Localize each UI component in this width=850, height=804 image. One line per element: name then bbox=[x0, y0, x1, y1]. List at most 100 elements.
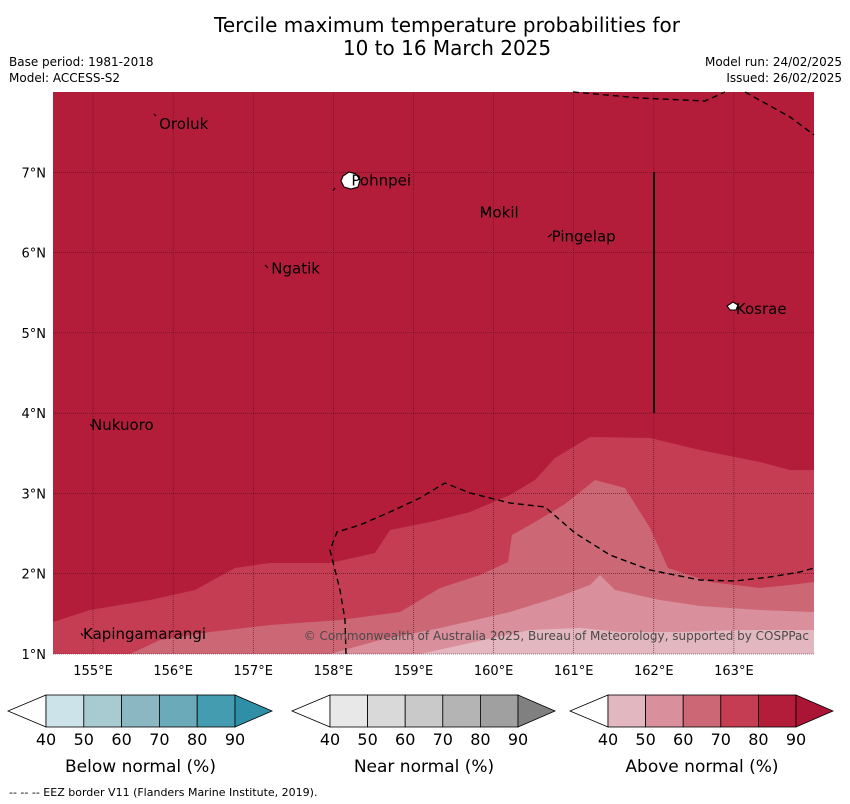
lat-tick-label: 1°N bbox=[22, 648, 47, 663]
colorbar-label: Above normal (%) bbox=[625, 757, 778, 777]
colorbar-segment bbox=[121, 694, 160, 728]
colorbar-3: 40 50 60 70 80 90 Above normal (%) bbox=[568, 694, 835, 777]
colorbar-tick-label: 90 bbox=[225, 730, 245, 749]
colorbar-segment bbox=[45, 694, 85, 728]
oroluk-islet bbox=[153, 113, 157, 117]
lon-tick-label: 163°E bbox=[714, 664, 754, 679]
colorbar-segment bbox=[758, 694, 797, 728]
colorbar-tick-label: 70 bbox=[433, 730, 453, 749]
colorbar-tick-label: 70 bbox=[711, 730, 731, 749]
latitude-ticks: 1°N 2°N 3°N 4°N 5°N 6°N 7°N bbox=[22, 166, 47, 663]
graticule bbox=[53, 92, 814, 655]
eez-borders bbox=[329, 91, 815, 655]
colorbar-tick-label: 70 bbox=[149, 730, 169, 749]
lon-tick-label: 159°E bbox=[394, 664, 434, 679]
lon-tick-label: 162°E bbox=[634, 664, 674, 679]
colorbar-extend-high bbox=[517, 694, 557, 728]
mokil-islet bbox=[482, 210, 486, 215]
lon-tick-label: 155°E bbox=[73, 664, 113, 679]
place-label-pohnpei: Pohnpei bbox=[351, 171, 411, 189]
colorbar-extend-high bbox=[234, 694, 274, 728]
title-line-1: Tercile maximum temperature probabilitie… bbox=[214, 13, 680, 37]
colorbar-tick-label: 50 bbox=[635, 730, 655, 749]
colorbar-extend-low bbox=[568, 694, 609, 728]
eez-border-south bbox=[329, 482, 815, 655]
lon-tick-label: 160°E bbox=[474, 664, 514, 679]
colorbar-segment bbox=[682, 694, 722, 728]
colorbar-tick-label: 80 bbox=[748, 730, 768, 749]
model-name: Model: ACCESS-S2 bbox=[9, 71, 121, 85]
islands bbox=[80, 113, 739, 637]
issued-date: Issued: 26/02/2025 bbox=[726, 71, 842, 85]
pohnpei-islet bbox=[332, 187, 336, 192]
colorbar-label: Near normal (%) bbox=[354, 757, 494, 777]
colorbar-tick-label: 50 bbox=[74, 730, 94, 749]
ngatik-islet bbox=[264, 264, 269, 269]
colorbar-extend-low bbox=[290, 694, 331, 728]
colorbar-segment bbox=[442, 694, 481, 728]
colorbar-1: 40 50 60 70 80 90 Below normal (%) bbox=[6, 694, 274, 777]
lon-tick-label: 156°E bbox=[153, 664, 193, 679]
colorbar-segment bbox=[479, 694, 519, 728]
place-label-ngatik: Ngatik bbox=[271, 260, 320, 278]
place-label-kosrae: Kosrae bbox=[736, 300, 787, 318]
model-run: Model run: 24/02/2025 bbox=[704, 55, 842, 69]
colorbar-segment bbox=[83, 694, 123, 728]
colorbar-extend-low bbox=[6, 694, 47, 728]
eez-border-north bbox=[572, 91, 726, 102]
nukuoro-islet bbox=[89, 423, 94, 428]
meta-left: Base period: 1981-2018 Model: ACCESS-S2 bbox=[9, 54, 154, 86]
colorbar-tick-label: 40 bbox=[320, 730, 340, 749]
lon-tick-label: 157°E bbox=[233, 664, 273, 679]
colorbar-tick-label: 60 bbox=[395, 730, 415, 749]
colorbar-segment bbox=[158, 694, 198, 728]
colorbar-tick-label: 80 bbox=[470, 730, 490, 749]
colorbar-segment bbox=[720, 694, 759, 728]
colorbars: 40 50 60 70 80 90 Below normal (%) 40 50 60 70 80 90… bbox=[6, 694, 835, 777]
colorbar-tick-label: 90 bbox=[786, 730, 806, 749]
colorbar-segment bbox=[329, 694, 368, 728]
map-panel bbox=[53, 92, 814, 654]
colorbar-tick-label: 40 bbox=[598, 730, 618, 749]
pingelap-islet bbox=[547, 233, 553, 238]
lat-tick-label: 2°N bbox=[22, 568, 47, 583]
colorbar-segment bbox=[404, 694, 444, 728]
colorbar-segment bbox=[607, 694, 646, 728]
lat-tick-label: 4°N bbox=[22, 407, 47, 422]
field-above-40 bbox=[420, 628, 814, 654]
place-label-pingelap: Pingelap bbox=[552, 228, 616, 246]
colorbar-tick-label: 60 bbox=[111, 730, 131, 749]
title-line-2: 10 to 16 March 2025 bbox=[342, 36, 552, 60]
place-label-mokil: Mokil bbox=[480, 203, 519, 221]
eez-footnote: -- -- -- EEZ border V11 (Flanders Marine… bbox=[9, 786, 318, 799]
colorbar-2: 40 50 60 70 80 90 Near normal (%) bbox=[290, 694, 557, 777]
kosrae-island-icon bbox=[726, 301, 739, 311]
copyright-notice: © Commonwealth of Australia 2025, Bureau… bbox=[304, 629, 809, 643]
place-label-nukuoro: Nukuoro bbox=[91, 416, 154, 434]
lon-tick-label: 161°E bbox=[554, 664, 594, 679]
meta-right: Model run: 24/02/2025 Issued: 26/02/2025 bbox=[705, 54, 842, 86]
pohnpei-island-icon bbox=[340, 171, 361, 190]
lat-tick-label: 3°N bbox=[22, 487, 47, 502]
colorbar-tick-label: 40 bbox=[36, 730, 56, 749]
lat-tick-label: 6°N bbox=[22, 247, 47, 262]
base-period: Base period: 1981-2018 bbox=[9, 55, 154, 69]
lon-tick-label: 158°E bbox=[314, 664, 354, 679]
kapingamarangi-islet bbox=[80, 632, 84, 637]
colorbar-segment bbox=[367, 694, 406, 728]
colorbar-tick-label: 80 bbox=[187, 730, 207, 749]
colorbar-extend-high bbox=[795, 694, 835, 728]
colorbar-tick-label: 90 bbox=[508, 730, 528, 749]
lat-tick-label: 5°N bbox=[22, 327, 47, 342]
place-label-oroluk: Oroluk bbox=[159, 115, 208, 133]
colorbar-tick-label: 50 bbox=[357, 730, 377, 749]
lat-tick-label: 7°N bbox=[22, 166, 47, 181]
colorbar-label: Below normal (%) bbox=[65, 757, 216, 777]
eez-border-northeast bbox=[744, 91, 815, 136]
longitude-ticks: 155°E 156°E 157°E 158°E 159°E 160°E 161°E 162°E… bbox=[73, 664, 753, 679]
colorbar-tick-label: 60 bbox=[673, 730, 693, 749]
map-title: Tercile maximum temperature probabilitie… bbox=[0, 14, 850, 60]
place-labels: Oroluk Pohnpei Mokil Pingelap Ngatik Kosrae Nu… bbox=[83, 115, 787, 643]
place-label-kapingamarangi: Kapingamarangi bbox=[83, 625, 206, 643]
